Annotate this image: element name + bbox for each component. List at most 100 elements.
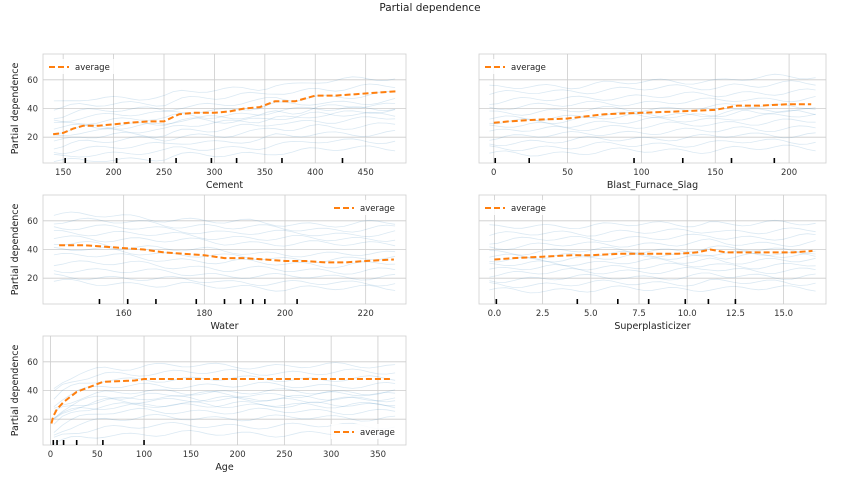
ice-line [53, 407, 396, 433]
ice-line [489, 118, 816, 132]
ice-line [489, 80, 816, 95]
x-tick-label: 200 [781, 168, 797, 178]
ice-line [53, 111, 396, 130]
ice-line [489, 219, 816, 230]
ice-line [489, 96, 816, 111]
y-tick-label: 60 [27, 217, 38, 227]
y-tick-label: 40 [27, 387, 38, 397]
ice-line [53, 138, 396, 158]
legend: average [482, 59, 550, 74]
x-tick-label: 300 [206, 168, 222, 178]
ice-line [53, 401, 396, 419]
y-tick-label: 20 [27, 274, 38, 284]
ice-line [489, 272, 816, 283]
x-tick-label: 15.0 [774, 309, 793, 319]
x-tick-label: 100 [136, 450, 152, 460]
average-line [52, 90, 396, 136]
x-tick-label: 0.0 [488, 309, 502, 319]
ice-line [53, 224, 396, 238]
ice-line [53, 109, 396, 137]
x-tick-label: 220 [358, 309, 374, 319]
average-line [494, 248, 813, 261]
x-tick-label: 200 [229, 450, 245, 460]
x-tick-label: 450 [358, 168, 374, 178]
y-tick-label: 40 [27, 105, 38, 115]
ice-line [489, 108, 816, 125]
figure-title: Partial dependence [379, 2, 480, 14]
ice-line [53, 260, 396, 275]
y-axis-label: Partial dependence [10, 63, 21, 155]
x-tick-label: 160 [116, 309, 132, 319]
ice-line [489, 285, 816, 294]
legend-box [331, 200, 399, 215]
ice-line [489, 267, 816, 278]
x-tick-label: 0 [491, 168, 496, 178]
ice-line [53, 381, 396, 408]
ice-line [489, 144, 816, 157]
ice-line [489, 88, 816, 105]
x-tick-label: 150 [183, 450, 199, 460]
x-tick-label: 12.5 [726, 309, 745, 319]
x-tick-label: 400 [307, 168, 323, 178]
panel-age: 0 50 100 150 200 250 300 350 20 40 60 average Age Par… [10, 335, 407, 473]
x-tick-label: 350 [257, 168, 273, 178]
x-tick-label: 300 [323, 450, 339, 460]
x-tick-label: 10.0 [678, 309, 697, 319]
panel-cement: 150 200 250 300 350 400 450 20 40 60 average Cement… [10, 53, 407, 191]
ice-line [489, 252, 816, 263]
x-tick-label: 2.5 [536, 309, 550, 319]
ice-line [53, 394, 396, 412]
x-axis-label: Cement [206, 180, 244, 191]
ice-line [489, 233, 816, 245]
ice-line [489, 250, 816, 260]
y-axis-label: Partial dependence [10, 345, 21, 437]
x-tick-label: 7.5 [632, 309, 646, 319]
y-axis-label: Partial dependence [10, 204, 21, 296]
ice-line [489, 257, 816, 267]
legend: average [46, 59, 114, 74]
legend-label: average [511, 63, 546, 73]
ice-line [53, 246, 396, 264]
ice-line [53, 413, 396, 436]
ice-line [53, 278, 396, 292]
x-axis-label: Age [215, 462, 234, 473]
ice-line [53, 145, 396, 162]
y-tick-label: 60 [27, 358, 38, 368]
legend-label: average [75, 63, 110, 73]
legend: average [482, 200, 550, 215]
x-tick-label: 200 [277, 309, 293, 319]
ice-line [53, 230, 396, 242]
legend-label: average [511, 204, 546, 214]
legend-label: average [360, 428, 395, 438]
y-tick-label: 60 [27, 76, 38, 86]
x-tick-label: 180 [196, 309, 212, 319]
ice-line [53, 400, 396, 425]
average-line [493, 103, 812, 124]
x-tick-label: 200 [105, 168, 121, 178]
ice-line [489, 73, 816, 90]
x-tick-label: 150 [707, 168, 723, 178]
ice-line [53, 102, 396, 134]
average-line [50, 378, 392, 424]
legend: average [331, 200, 399, 215]
x-tick-label: 150 [55, 168, 71, 178]
ice-line [53, 362, 396, 389]
x-tick-label: 5.0 [584, 309, 598, 319]
y-tick-label: 40 [27, 246, 38, 256]
ice-line [53, 268, 396, 281]
ice-line [53, 76, 396, 102]
x-axis-label: Blast_Furnace_Slag [607, 180, 698, 191]
ice-line [53, 235, 396, 247]
legend-box [46, 59, 114, 74]
legend-box [331, 424, 399, 439]
ice-line [489, 245, 816, 256]
ice-line [53, 252, 396, 269]
average-line [59, 244, 394, 264]
ice-line [489, 138, 816, 152]
ice-line [53, 217, 396, 233]
ice-line [489, 227, 816, 237]
ice-line [53, 90, 396, 120]
x-tick-label: 350 [370, 450, 386, 460]
ice-line [53, 130, 396, 155]
ice-line [53, 395, 396, 420]
